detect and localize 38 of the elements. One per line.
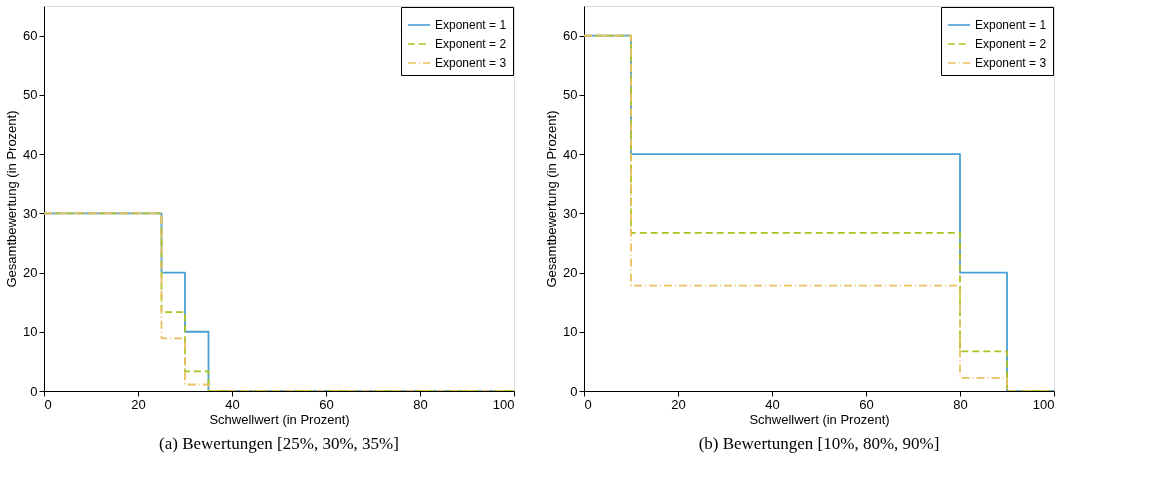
y-tick-label: 20 [23, 265, 38, 281]
text: (b) Bewertungen [10%, 80%, 90%] [698, 434, 940, 453]
y-axis-title: Gesamtbewertung (in Prozent) [4, 110, 20, 288]
y-axis-title: Gesamtbewertung (in Prozent) [544, 110, 560, 288]
x-tick-label: 0 [44, 396, 52, 412]
legend-label: Exponent = 3 [975, 56, 1047, 70]
legend-label: Exponent = 1 [435, 18, 507, 32]
x-tick-label: 80 [953, 396, 968, 412]
x-tick-label: 40 [225, 396, 240, 412]
legend-label: Exponent = 2 [975, 37, 1047, 51]
x-tick-label: 40 [765, 396, 780, 412]
y-tick-label: 40 [23, 146, 38, 162]
x-tick-label: 20 [671, 396, 686, 412]
y-tick-label: 40 [563, 146, 578, 162]
x-axis-title: Schwellwert (in Prozent) [749, 411, 890, 427]
x-tick-label: 60 [319, 396, 334, 412]
x-tick-label: 80 [413, 396, 428, 412]
legend-label: Exponent = 1 [975, 18, 1047, 32]
legend-label: Exponent = 3 [435, 56, 507, 70]
y-tick-label: 0 [570, 383, 578, 399]
y-tick-label: 50 [563, 87, 578, 103]
x-axis-title: Schwellwert (in Prozent) [209, 411, 350, 427]
y-tick-label: 30 [23, 205, 38, 221]
y-tick-label: 60 [23, 28, 38, 44]
y-tick-label: 0 [30, 383, 38, 399]
x-tick-label: 100 [1032, 396, 1055, 412]
y-tick-label: 50 [23, 87, 38, 103]
y-tick-label: 30 [563, 205, 578, 221]
y-tick-label: 10 [23, 324, 38, 340]
text: (a) Bewertungen [25%, 30%, 35%] [159, 434, 399, 453]
y-tick-label: 60 [563, 28, 578, 44]
x-tick-label: 100 [492, 396, 515, 412]
y-tick-label: 20 [563, 265, 578, 281]
legend-label: Exponent = 2 [435, 37, 507, 51]
x-tick-label: 20 [131, 396, 146, 412]
x-tick-label: 0 [584, 396, 592, 412]
y-tick-label: 10 [563, 324, 578, 340]
x-tick-label: 60 [859, 396, 874, 412]
